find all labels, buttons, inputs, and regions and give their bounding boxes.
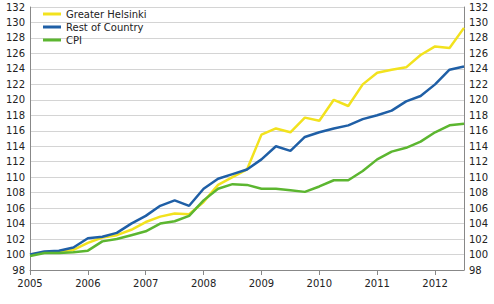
svg-text:132: 132 — [6, 2, 25, 13]
svg-text:112: 112 — [6, 156, 25, 167]
svg-text:108: 108 — [469, 187, 488, 198]
svg-text:98: 98 — [469, 265, 482, 276]
svg-text:106: 106 — [469, 203, 488, 214]
svg-text:128: 128 — [6, 32, 25, 43]
svg-text:100: 100 — [469, 249, 488, 260]
svg-text:106: 106 — [6, 203, 25, 214]
svg-text:100: 100 — [6, 249, 25, 260]
svg-text:116: 116 — [469, 125, 488, 136]
svg-text:118: 118 — [6, 110, 25, 121]
svg-text:120: 120 — [469, 94, 488, 105]
svg-text:126: 126 — [469, 48, 488, 59]
svg-text:120: 120 — [6, 94, 25, 105]
svg-text:110: 110 — [469, 172, 488, 183]
svg-text:122: 122 — [6, 79, 25, 90]
svg-text:118: 118 — [469, 110, 488, 121]
svg-text:102: 102 — [6, 234, 25, 245]
svg-text:114: 114 — [6, 141, 25, 152]
svg-text:2006: 2006 — [75, 278, 100, 289]
svg-text:CPI: CPI — [66, 35, 82, 46]
svg-text:130: 130 — [469, 17, 488, 28]
svg-text:Rest of Country: Rest of Country — [66, 22, 144, 33]
svg-text:Greater Helsinki: Greater Helsinki — [66, 9, 147, 20]
svg-text:2009: 2009 — [249, 278, 274, 289]
svg-text:126: 126 — [6, 48, 25, 59]
svg-text:124: 124 — [6, 63, 25, 74]
svg-text:2012: 2012 — [422, 278, 447, 289]
svg-text:2011: 2011 — [364, 278, 389, 289]
svg-text:102: 102 — [469, 234, 488, 245]
svg-text:2007: 2007 — [133, 278, 158, 289]
svg-text:124: 124 — [469, 63, 488, 74]
svg-text:2005: 2005 — [17, 278, 42, 289]
svg-text:98: 98 — [12, 265, 25, 276]
svg-text:104: 104 — [6, 218, 25, 229]
svg-text:116: 116 — [6, 125, 25, 136]
svg-text:132: 132 — [469, 2, 488, 13]
svg-text:110: 110 — [6, 172, 25, 183]
svg-text:2008: 2008 — [191, 278, 216, 289]
svg-text:128: 128 — [469, 32, 488, 43]
svg-text:112: 112 — [469, 156, 488, 167]
svg-text:114: 114 — [469, 141, 488, 152]
svg-text:130: 130 — [6, 17, 25, 28]
svg-text:108: 108 — [6, 187, 25, 198]
svg-text:104: 104 — [469, 218, 488, 229]
svg-text:122: 122 — [469, 79, 488, 90]
svg-text:2010: 2010 — [307, 278, 332, 289]
